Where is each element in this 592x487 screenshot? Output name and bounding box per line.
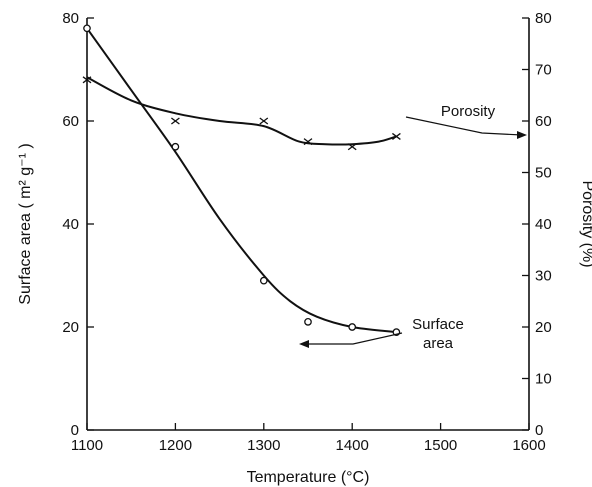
surface-area-point bbox=[171, 142, 180, 151]
porosity-point-stroke bbox=[259, 117, 269, 125]
left-tick-label: 20 bbox=[62, 319, 79, 336]
right-tick-label: 40 bbox=[535, 216, 552, 233]
right-tick-label: 50 bbox=[535, 165, 552, 182]
surface-area-point bbox=[304, 317, 312, 326]
right-axis-title: Porosity (%) bbox=[579, 180, 592, 267]
right-tick-label: 80 bbox=[535, 10, 552, 27]
porosity-point bbox=[303, 138, 313, 146]
porosity-point bbox=[82, 76, 92, 84]
porosity-line bbox=[86, 76, 397, 146]
porosity-point-stroke bbox=[303, 138, 313, 146]
x-axis-title: Temperature (°C) bbox=[247, 469, 370, 486]
surface-area-annotation-line2: area bbox=[423, 335, 454, 352]
plot-frame bbox=[86, 18, 530, 431]
surface-area-line bbox=[86, 27, 397, 334]
surface-area-leader-line bbox=[305, 332, 403, 345]
surface-area-point bbox=[348, 323, 357, 331]
left-tick-label: 40 bbox=[62, 216, 79, 233]
porosity-point bbox=[259, 117, 269, 125]
porosity-point-stroke bbox=[347, 143, 357, 151]
right-tick-label: 20 bbox=[535, 319, 552, 336]
surface-area-point bbox=[259, 276, 268, 285]
x-tick-label: 1300 bbox=[247, 437, 280, 454]
porosity-point bbox=[392, 132, 401, 140]
porosity-point-stroke bbox=[171, 117, 180, 125]
porosity-point bbox=[171, 117, 180, 125]
surface-area-point bbox=[83, 24, 91, 33]
axis-ticks: 1100 1200 1300 1400 1500 16000204060800102030… bbox=[62, 10, 551, 454]
annotations: Porosity Surface area bbox=[299, 103, 527, 352]
series-curves bbox=[86, 27, 397, 334]
surface-area-annotation-line1: Surface bbox=[412, 316, 464, 333]
left-tick-label: 60 bbox=[62, 113, 79, 130]
porosity-point-stroke bbox=[82, 76, 92, 84]
x-tick-label: 1600 bbox=[512, 437, 545, 454]
left-axis-title: Surface area ( m² g⁻¹ ) bbox=[17, 143, 34, 304]
x-tick-label: 1400 bbox=[336, 437, 369, 454]
porosity-point-stroke bbox=[392, 132, 401, 140]
surface-area-arrowhead bbox=[299, 340, 309, 348]
x-tick-label: 1200 bbox=[159, 437, 192, 454]
right-tick-label: 0 bbox=[535, 422, 543, 439]
right-tick-label: 10 bbox=[535, 371, 552, 388]
porosity-point bbox=[347, 143, 357, 151]
left-tick-label: 0 bbox=[71, 422, 79, 439]
right-tick-label: 60 bbox=[535, 113, 552, 130]
porosity-arrowhead bbox=[517, 131, 527, 139]
porosity-annotation: Porosity bbox=[441, 103, 496, 120]
x-tick-label: 1500 bbox=[424, 437, 457, 454]
porosity-leader-line bbox=[405, 116, 523, 136]
x-tick-label: 1100 bbox=[71, 437, 103, 454]
series-markers bbox=[82, 24, 401, 336]
left-tick-label: 80 bbox=[62, 10, 79, 27]
right-tick-label: 30 bbox=[535, 268, 552, 285]
right-tick-label: 70 bbox=[535, 62, 552, 79]
